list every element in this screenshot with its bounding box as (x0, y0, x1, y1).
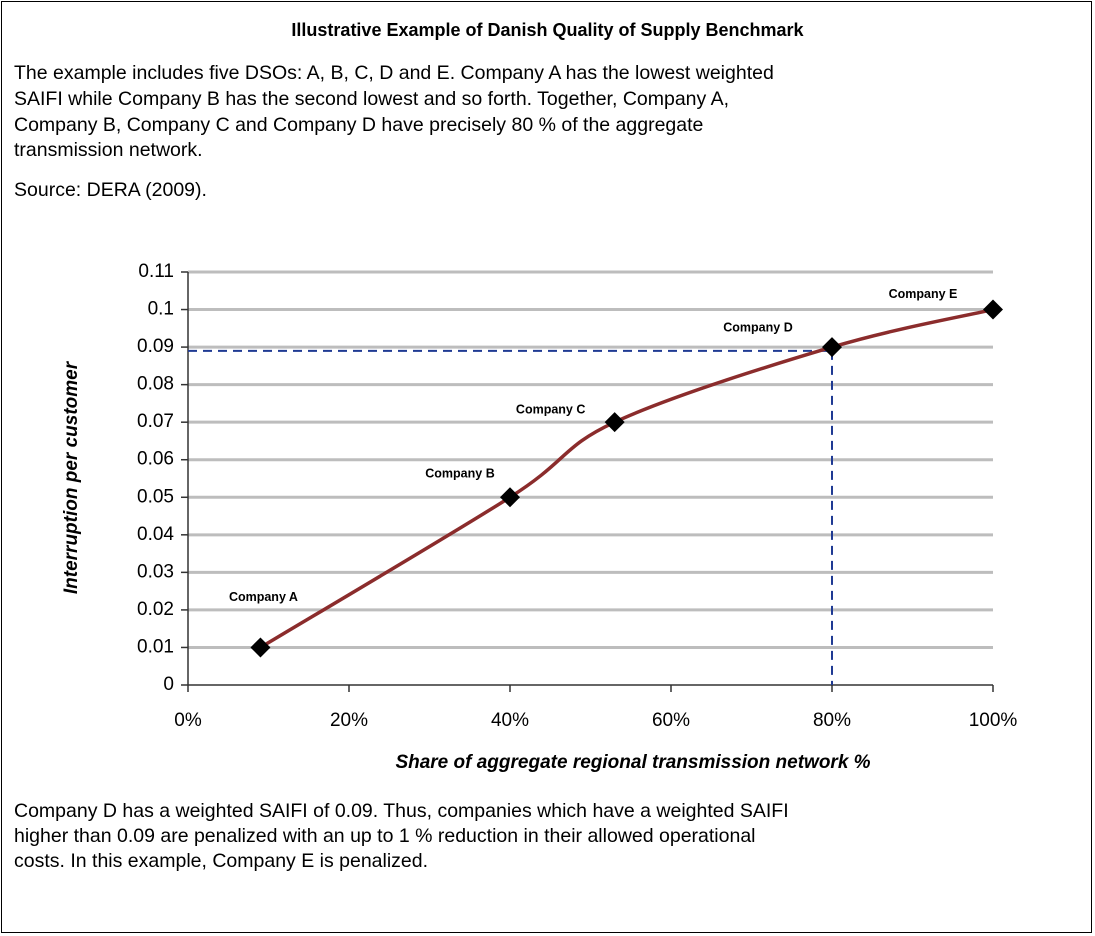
footer-line: Company D has a weighted SAIFI of 0.09. … (14, 800, 789, 822)
data-point (822, 337, 842, 358)
point-label: Company D (723, 320, 792, 334)
data-point (604, 412, 625, 433)
y-tick-label: 0.06 (137, 449, 174, 470)
footer-line: costs. In this example, Company E is pen… (14, 850, 429, 872)
y-tick-label: 0.11 (138, 261, 174, 282)
intro-line: transmission network. (14, 139, 203, 161)
intro-line: Company B, Company C and Company D have … (14, 114, 704, 136)
point-label: Company C (516, 402, 585, 416)
data-point (250, 637, 271, 658)
title: Illustrative Example of Danish Quality o… (291, 20, 804, 40)
footer-line: higher than 0.09 are penalized with an u… (14, 825, 756, 847)
y-tick-label: 0.07 (137, 411, 174, 432)
intro-line: SAIFI while Company B has the second low… (14, 88, 730, 110)
y-tick-label: 0 (163, 674, 174, 695)
intro-line: The example includes five DSOs: A, B, C,… (14, 62, 774, 84)
y-tick-label: 0.1 (148, 299, 174, 320)
point-label: Company A (229, 590, 298, 604)
x-tick-label: 60% (652, 710, 690, 731)
x-axis-label: Share of aggregate regional transmission… (395, 752, 870, 773)
y-tick-label: 0.09 (137, 336, 174, 357)
data-point (983, 299, 1003, 320)
x-tick-label: 20% (330, 710, 368, 731)
y-axis-label: Interruption per customer (61, 360, 82, 594)
point-label: Company B (425, 467, 494, 481)
x-tick-label: 100% (969, 710, 1018, 731)
point-label: Company E (889, 287, 958, 301)
y-tick-label: 0.02 (137, 599, 174, 620)
y-tick-label: 0.01 (137, 636, 174, 657)
data-point (500, 487, 520, 508)
y-tick-label: 0.08 (137, 374, 174, 395)
source: Source: DERA (2009). (14, 179, 207, 201)
x-tick-label: 40% (491, 710, 529, 731)
y-tick-label: 0.04 (137, 524, 174, 545)
y-tick-label: 0.03 (137, 561, 174, 582)
x-tick-label: 0% (174, 710, 202, 731)
x-tick-label: 80% (813, 710, 851, 731)
series-line (259, 307, 994, 649)
y-tick-label: 0.05 (137, 486, 174, 507)
